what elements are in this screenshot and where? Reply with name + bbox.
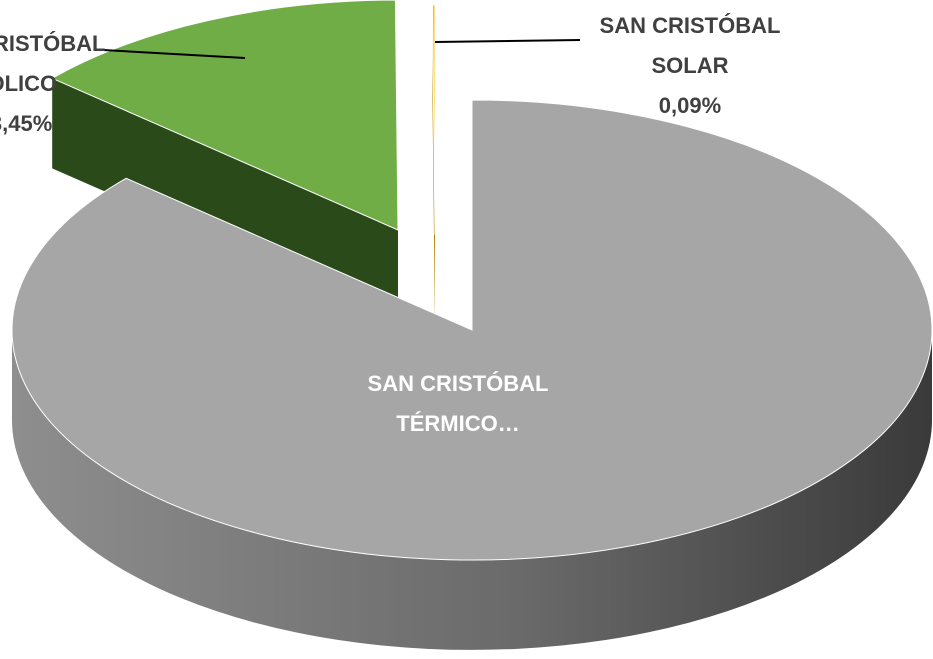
slice bbox=[51, 0, 399, 231]
data-label: SAN CRISTÓBAL bbox=[0, 31, 105, 56]
data-label: SAN CRISTÓBAL bbox=[600, 13, 781, 38]
slice bbox=[11, 99, 933, 561]
slice bbox=[431, 4, 436, 236]
leader-line bbox=[102, 49, 246, 59]
data-label: TÉRMICO… bbox=[396, 411, 519, 436]
data-label: SOLAR bbox=[652, 53, 729, 78]
data-label: 0,09% bbox=[659, 93, 721, 118]
data-label: 13,45% bbox=[0, 111, 52, 136]
data-label: SAN CRISTÓBAL bbox=[368, 371, 549, 396]
data-label: EÓLICO bbox=[0, 71, 57, 96]
slice-side bbox=[12, 330, 932, 650]
leader-line bbox=[434, 39, 581, 43]
